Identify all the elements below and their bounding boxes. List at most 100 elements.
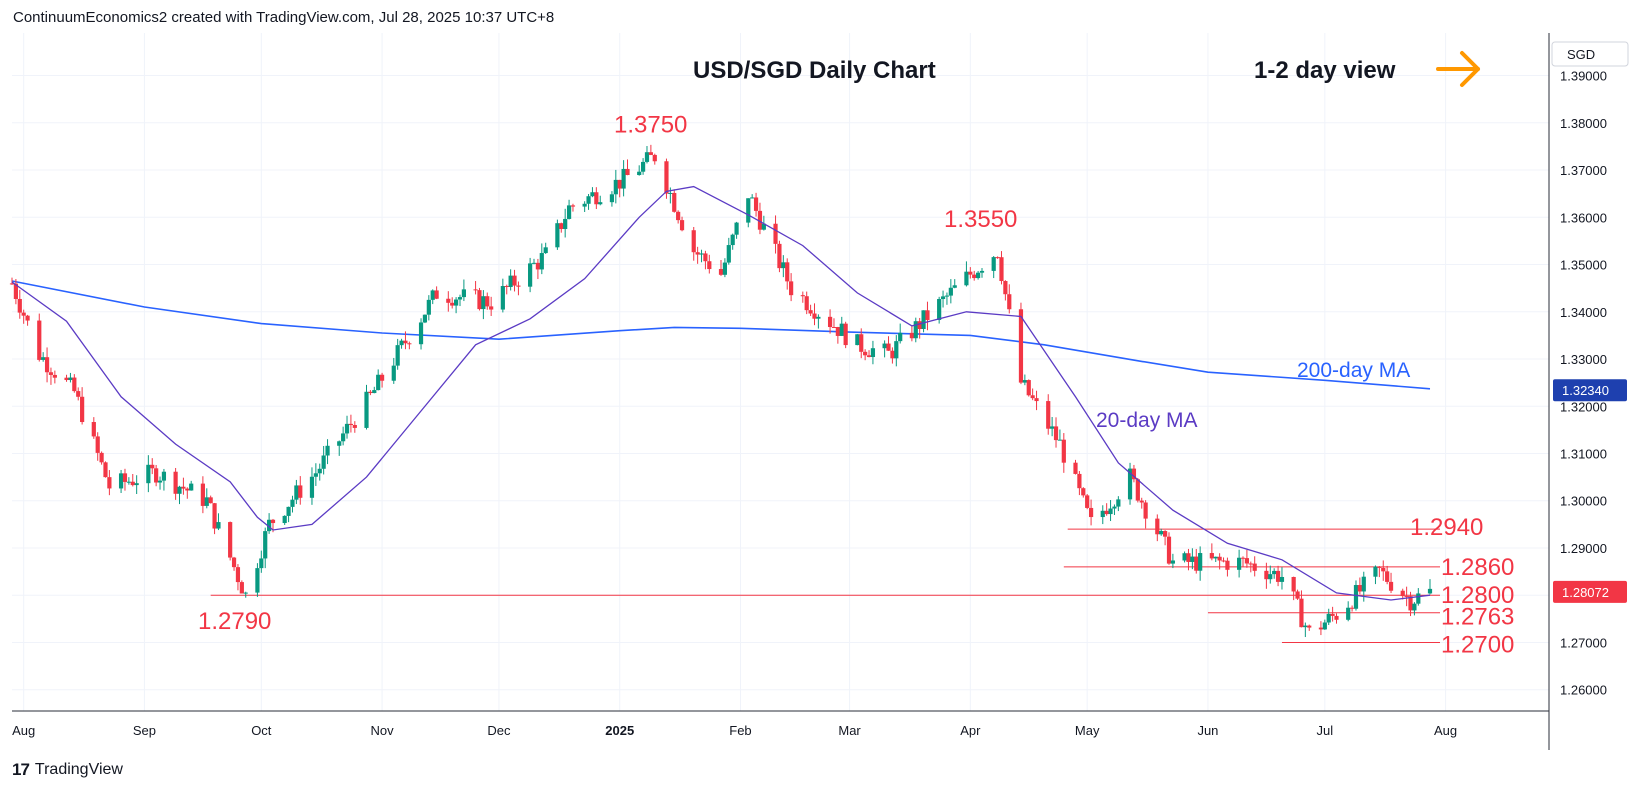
candle-body (555, 223, 560, 248)
candle-body (157, 480, 163, 483)
candle (290, 495, 295, 513)
candle (1264, 562, 1269, 589)
candle-body (1190, 556, 1195, 562)
candle (621, 160, 626, 197)
candle-body (161, 471, 167, 481)
candle-body (309, 476, 315, 498)
candle-body (173, 471, 178, 494)
candle (107, 470, 112, 496)
candle-body (1307, 625, 1312, 628)
candle (477, 287, 482, 311)
candle (52, 370, 57, 384)
candle (321, 445, 326, 475)
candle (617, 179, 622, 198)
level-label: 1.2800 (1441, 582, 1514, 609)
y-tick-label: 1.37000 (1560, 163, 1607, 178)
candle (1170, 553, 1175, 569)
candle-body (477, 290, 482, 310)
candle-body (827, 316, 833, 328)
candle (1186, 548, 1191, 571)
candle (563, 208, 568, 238)
candle (500, 278, 505, 313)
candle-body (130, 481, 135, 486)
candle (785, 258, 790, 290)
candle (598, 195, 603, 206)
candle (859, 328, 864, 359)
candle-body (707, 261, 712, 270)
candle-body (1248, 563, 1253, 565)
candle (200, 476, 205, 514)
tradingview-logo[interactable]: 17 TradingView (12, 760, 123, 780)
candle-body (734, 222, 739, 235)
candle (886, 336, 891, 351)
candle-body (25, 315, 30, 321)
chart-title: USD/SGD Daily Chart (693, 57, 936, 84)
candle (99, 451, 104, 465)
candle (446, 291, 451, 312)
candle (1388, 572, 1394, 594)
candle-body (1073, 462, 1078, 474)
candle (804, 291, 809, 315)
candle (1046, 394, 1051, 435)
candle-body (1349, 607, 1355, 609)
candle (1116, 496, 1121, 512)
candle-body (586, 196, 591, 204)
candle-body (407, 343, 412, 345)
y-tick-label: 1.33000 (1560, 352, 1607, 367)
candle (843, 321, 848, 349)
candle (1404, 586, 1409, 607)
candle (582, 201, 587, 213)
candle (13, 279, 18, 305)
candle (637, 165, 642, 176)
level-lines-layer (210, 528, 1440, 643)
candle (37, 313, 42, 362)
candle-body (1143, 502, 1148, 519)
candle (539, 243, 544, 275)
candle (294, 479, 299, 505)
candle (816, 314, 821, 329)
candle (255, 563, 260, 597)
candle-body (37, 320, 42, 360)
candle-body (1166, 536, 1172, 564)
y-tick-label: 1.35000 (1560, 258, 1607, 273)
candle-body (1170, 560, 1175, 564)
candle-body (1135, 479, 1140, 501)
level-label: 1.2790 (198, 608, 271, 635)
level-label: 1.3750 (614, 111, 687, 138)
candle-body (730, 234, 735, 246)
candle-body (99, 452, 104, 463)
candle (1162, 530, 1168, 546)
x-tick-label: Oct (251, 723, 272, 738)
candle (866, 350, 872, 358)
candle (528, 257, 533, 293)
candle (1112, 504, 1117, 515)
candle-body (1112, 506, 1117, 509)
candle (399, 338, 404, 349)
candle-body (644, 152, 650, 162)
candle-body (1030, 395, 1035, 399)
candle-body (208, 497, 213, 504)
candle (1030, 388, 1035, 401)
candle (648, 144, 653, 156)
candle (376, 369, 381, 391)
level-labels-layer: 1.37501.35501.29401.28601.28001.27631.27… (198, 111, 1514, 658)
candle (309, 467, 315, 505)
candle-body (1400, 590, 1405, 597)
candle-body (134, 483, 139, 486)
candle-body (913, 321, 918, 339)
candle (1307, 624, 1312, 631)
candle (430, 289, 435, 305)
candle-body (376, 374, 381, 391)
candle-body (228, 522, 233, 558)
candle-body (1081, 488, 1086, 496)
candle-body (48, 372, 54, 375)
candle (95, 432, 100, 461)
candle (890, 347, 895, 364)
ma20-label: 20-day MA (1096, 409, 1198, 432)
candle-body (80, 396, 85, 423)
candle-body (1139, 500, 1144, 503)
candle (267, 513, 272, 534)
currency-badge[interactable] (1551, 41, 1629, 67)
candle (1100, 505, 1105, 525)
